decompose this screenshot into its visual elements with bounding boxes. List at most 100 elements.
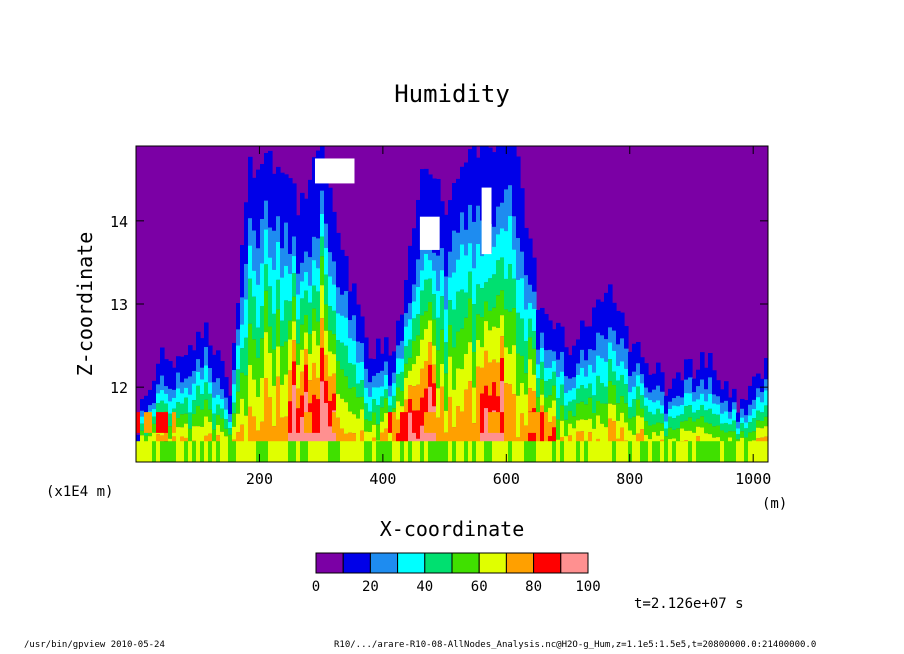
heatmap-cell: [264, 264, 269, 291]
heatmap-cell: [584, 388, 589, 405]
heatmap-cell: [312, 330, 317, 363]
heatmap-cell: [316, 321, 321, 346]
heatmap-cell: [488, 362, 493, 396]
heatmap-cell: [376, 424, 381, 441]
heatmap-cell: [444, 373, 449, 411]
heatmap-cell: [316, 291, 321, 322]
heatmap-cell: [540, 394, 545, 406]
heatmap-cell: [140, 410, 145, 417]
heatmap-cell: [188, 394, 193, 413]
heatmap-cell: [564, 376, 569, 393]
heatmap-cell: [748, 432, 753, 445]
heatmap-cell: [200, 379, 205, 395]
heatmap-cell: [432, 383, 437, 407]
y-tick-label: 12: [110, 379, 128, 397]
heatmap-cell: [244, 337, 249, 376]
heatmap-cell: [396, 387, 401, 402]
heatmap-cell: [536, 441, 541, 462]
heatmap-cell: [708, 408, 713, 424]
heatmap-cell: [396, 320, 401, 346]
heatmap-cell: [708, 352, 713, 378]
heatmap-cell: [536, 349, 541, 365]
heatmap-cell: [268, 397, 273, 462]
heatmap-cell: [680, 404, 685, 415]
heatmap-cell: [736, 421, 741, 429]
chart-title: Humidity: [394, 80, 510, 108]
heatmap-cell: [632, 371, 637, 387]
heatmap-cell: [624, 422, 629, 441]
heatmap-cell: [544, 397, 549, 417]
heatmap-cell: [312, 308, 317, 331]
heatmap-cell: [196, 426, 201, 444]
heatmap-cell: [600, 403, 605, 424]
heatmap-cell: [548, 379, 553, 396]
heatmap-cell: [412, 228, 417, 285]
heatmap-cell: [504, 441, 509, 462]
heatmap-cell: [276, 279, 281, 310]
heatmap-cell: [404, 412, 409, 462]
heatmap-cell: [560, 420, 565, 437]
heatmap-cell: [264, 378, 269, 462]
heatmap-cell: [472, 221, 477, 269]
heatmap-cell: [340, 249, 345, 295]
heatmap-cell: [372, 387, 377, 400]
heatmap-cell: [412, 301, 417, 319]
heatmap-cell: [288, 320, 293, 340]
heatmap-cell: [540, 379, 545, 395]
heatmap-cell: [312, 157, 317, 237]
heatmap-cell: [420, 290, 425, 316]
heatmap-cell: [548, 422, 553, 436]
x-unit-label: (m): [762, 496, 787, 512]
heatmap-cell: [516, 279, 521, 313]
heatmap-cell: [640, 395, 645, 409]
heatmap-cell: [684, 420, 689, 431]
heatmap-cell: [624, 403, 629, 423]
heatmap-cell: [672, 378, 677, 399]
heatmap-cell: [496, 362, 501, 397]
heatmap-cell: [504, 383, 509, 462]
heatmap-cell: [156, 384, 161, 394]
heatmap-cell: [436, 290, 441, 318]
heatmap-cell: [256, 441, 261, 462]
heatmap-cell: [552, 329, 557, 352]
heatmap-cell: [572, 441, 577, 462]
heatmap-cell: [616, 420, 621, 439]
heatmap-cell: [708, 393, 713, 409]
heatmap-cell: [144, 395, 149, 415]
heatmap-cell: [280, 248, 285, 278]
heatmap-cell: [612, 330, 617, 351]
heatmap-cell: [672, 429, 677, 439]
heatmap-cell: [580, 385, 585, 402]
heatmap-area: [136, 146, 768, 462]
heatmap-cell: [168, 361, 173, 389]
heatmap-cell: [648, 411, 653, 426]
heatmap-cell: [328, 330, 333, 352]
heatmap-cell: [704, 367, 709, 390]
heatmap-cell: [216, 404, 221, 415]
heatmap-cell: [556, 359, 561, 377]
heatmap-cell: [616, 365, 621, 381]
heatmap-cell: [760, 392, 765, 403]
heatmap-cell: [624, 441, 629, 462]
heatmap-cell: [288, 273, 293, 302]
heatmap-cell: [288, 401, 293, 420]
heatmap-cell: [260, 338, 265, 378]
heatmap-cell: [392, 372, 397, 384]
heatmap-cell: [728, 418, 733, 425]
heatmap-cell: [244, 441, 249, 462]
heatmap-cell: [344, 345, 349, 377]
heatmap-cell: [596, 299, 601, 333]
heatmap-cell: [668, 408, 673, 417]
heatmap-cell: [592, 395, 597, 413]
heatmap-cell: [688, 417, 693, 431]
heatmap-cell: [556, 419, 561, 440]
heatmap-cell: [400, 340, 405, 359]
heatmap-cell: [756, 420, 761, 428]
colorbar-swatch: [315, 552, 344, 574]
heatmap-cell: [616, 403, 621, 421]
footer-left: /usr/bin/gpview 2010-05-24: [24, 640, 165, 650]
heatmap-cell: [428, 260, 433, 279]
heatmap-cell: [744, 415, 749, 423]
heatmap-cell: [364, 337, 369, 369]
heatmap-cell: [332, 211, 337, 262]
